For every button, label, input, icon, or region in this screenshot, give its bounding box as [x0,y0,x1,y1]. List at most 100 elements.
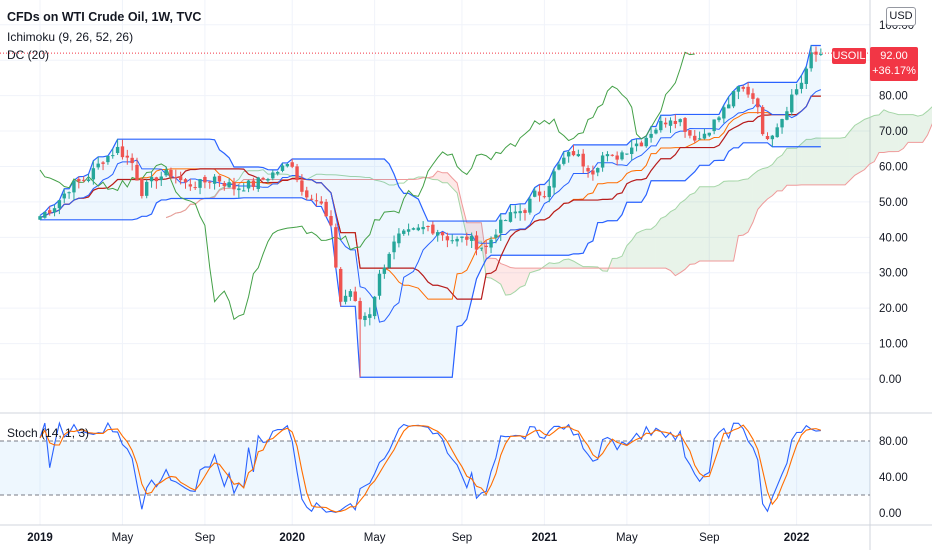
candle [96,156,100,170]
candle-body [242,190,246,192]
candle [368,307,372,326]
cloud-segment [825,138,831,185]
candle-body [436,232,440,236]
candle [164,167,168,177]
candle [271,169,275,181]
candle-body [620,152,624,160]
candle [377,269,382,300]
candle [518,203,522,221]
chart-title[interactable]: CFDs on WTI Crude Oil, 1W, TVC [7,10,202,24]
candle [780,118,784,134]
candle [654,127,658,135]
cloud-segment [913,114,918,143]
cloud-segment [849,125,855,181]
candle-body [77,179,81,182]
cloud-segment [714,184,719,262]
candle [198,178,202,195]
candle-body [212,176,217,184]
candle [809,45,813,72]
donchian-legend[interactable]: DC (20) [7,48,50,62]
candle-body [402,230,406,234]
candle-body [377,273,382,296]
cloud-segment [612,258,618,269]
candle [174,169,178,184]
candle [513,205,517,219]
cloud-segment [723,181,729,262]
candle-body [746,86,750,95]
candle [503,219,508,222]
candle-body [261,177,265,180]
currency-badge[interactable]: USD [886,7,916,26]
stoch-legend[interactable]: Stoch (14, 1, 3) [7,426,90,440]
candle-body [625,153,629,155]
candle-body [271,172,275,179]
candle [62,188,66,203]
candle-body [266,179,270,181]
candle [630,139,634,161]
candle-body [115,146,120,154]
candle [634,138,639,152]
candle-body [193,187,197,189]
candle-body [38,216,42,220]
candle [508,204,513,223]
candle-body [489,239,493,248]
cloud-segment [655,218,661,269]
candle [474,231,479,256]
candle-body [809,52,813,69]
cloud-segment [830,138,836,185]
candle-body [406,229,411,232]
time-axis-label: May [616,532,638,544]
cloud-segment [806,139,812,185]
time-axis-label: Sep [699,532,719,544]
candle [145,179,149,199]
candle-body [106,155,110,163]
cloud-segment [646,229,652,269]
candle-body [62,193,66,199]
cloud-segment [636,230,642,269]
candle [140,178,144,199]
candle-body [741,86,745,89]
cloud-segment [461,203,467,237]
candle-body [799,82,804,89]
price-candles[interactable] [0,45,870,378]
cloud-segment [738,179,744,236]
candle [300,174,304,196]
candle [591,165,595,181]
candle [576,149,581,158]
candle-body [702,133,707,139]
cloud-segment [743,178,749,236]
candle-body [722,107,726,119]
candle [261,176,265,181]
candle [707,132,711,137]
candle [819,48,823,56]
time-axis-label: 2022 [784,532,810,544]
candle [275,171,280,176]
candle [290,159,294,169]
candle-body [431,224,435,234]
cloud-segment [859,119,865,173]
candle-body [416,227,420,231]
candle [605,151,610,162]
candle-body [135,164,139,181]
candle-body [557,164,561,170]
price-axis-label: 40.00 [879,232,908,244]
cloud-segment [495,258,501,285]
ichimoku-legend[interactable]: Ichimoku (9, 26, 52, 26) [7,30,134,44]
candle-body [246,180,251,189]
candle [227,178,231,188]
cloud-segment [442,172,448,183]
candle [38,215,42,220]
stochastic-pane[interactable] [0,421,870,513]
candle [285,163,290,168]
candle [237,184,241,198]
candle [731,90,736,109]
candle [523,208,527,221]
candle [440,231,445,241]
candle [266,177,270,184]
candle [149,172,154,188]
candle [295,163,299,183]
candle-body [52,208,57,213]
candle-body [237,188,241,191]
candle [785,106,789,121]
